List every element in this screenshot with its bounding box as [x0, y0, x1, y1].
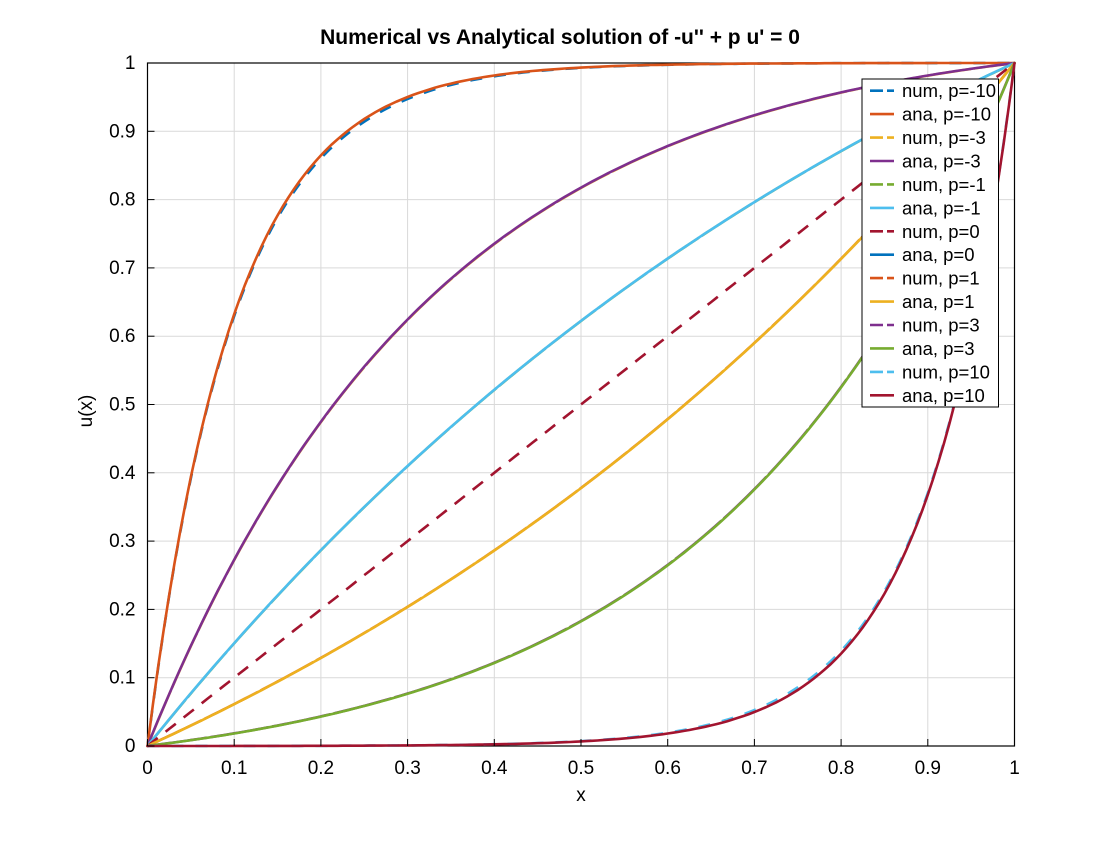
svg-text:0.5: 0.5: [109, 395, 135, 416]
svg-text:0.9: 0.9: [109, 121, 135, 142]
svg-text:0.9: 0.9: [915, 758, 941, 779]
svg-text:0.7: 0.7: [741, 758, 767, 779]
svg-text:0.1: 0.1: [221, 758, 247, 779]
svg-text:0.7: 0.7: [109, 258, 135, 279]
svg-text:0.2: 0.2: [308, 758, 334, 779]
svg-text:0.2: 0.2: [109, 599, 135, 620]
svg-text:0.6: 0.6: [654, 758, 680, 779]
svg-text:0.4: 0.4: [109, 463, 136, 484]
svg-text:0: 0: [142, 758, 153, 779]
svg-text:num, p=0: num, p=0: [902, 221, 980, 242]
svg-text:ana, p=1: ana, p=1: [902, 291, 975, 312]
svg-text:0.5: 0.5: [568, 758, 594, 779]
svg-text:0.1: 0.1: [109, 668, 135, 689]
svg-text:ana, p=3: ana, p=3: [902, 338, 975, 359]
svg-text:num, p=-3: num, p=-3: [902, 127, 986, 148]
svg-text:0.4: 0.4: [481, 758, 508, 779]
svg-text:ana, p=-10: ana, p=-10: [902, 104, 991, 125]
svg-text:x: x: [576, 785, 586, 806]
svg-text:u(x): u(x): [76, 395, 97, 428]
svg-text:ana, p=-1: ana, p=-1: [902, 197, 981, 218]
svg-text:1: 1: [1009, 758, 1020, 779]
svg-text:0: 0: [125, 736, 136, 757]
svg-text:num, p=-10: num, p=-10: [902, 80, 996, 101]
svg-text:1: 1: [125, 53, 136, 74]
svg-text:0.8: 0.8: [109, 190, 135, 211]
svg-text:num, p=10: num, p=10: [902, 361, 990, 382]
svg-text:num, p=-1: num, p=-1: [902, 174, 986, 195]
svg-text:ana, p=-3: ana, p=-3: [902, 151, 981, 172]
svg-text:ana, p=10: ana, p=10: [902, 385, 985, 406]
svg-text:0.3: 0.3: [109, 531, 135, 552]
svg-text:num, p=1: num, p=1: [902, 268, 980, 289]
svg-text:0.8: 0.8: [828, 758, 854, 779]
svg-text:num, p=3: num, p=3: [902, 315, 980, 336]
svg-text:ana, p=0: ana, p=0: [902, 244, 975, 265]
svg-text:0.6: 0.6: [109, 326, 135, 347]
svg-text:0.3: 0.3: [394, 758, 420, 779]
svg-text:Numerical vs Analytical soluti: Numerical vs Analytical solution of -u''…: [320, 26, 800, 49]
